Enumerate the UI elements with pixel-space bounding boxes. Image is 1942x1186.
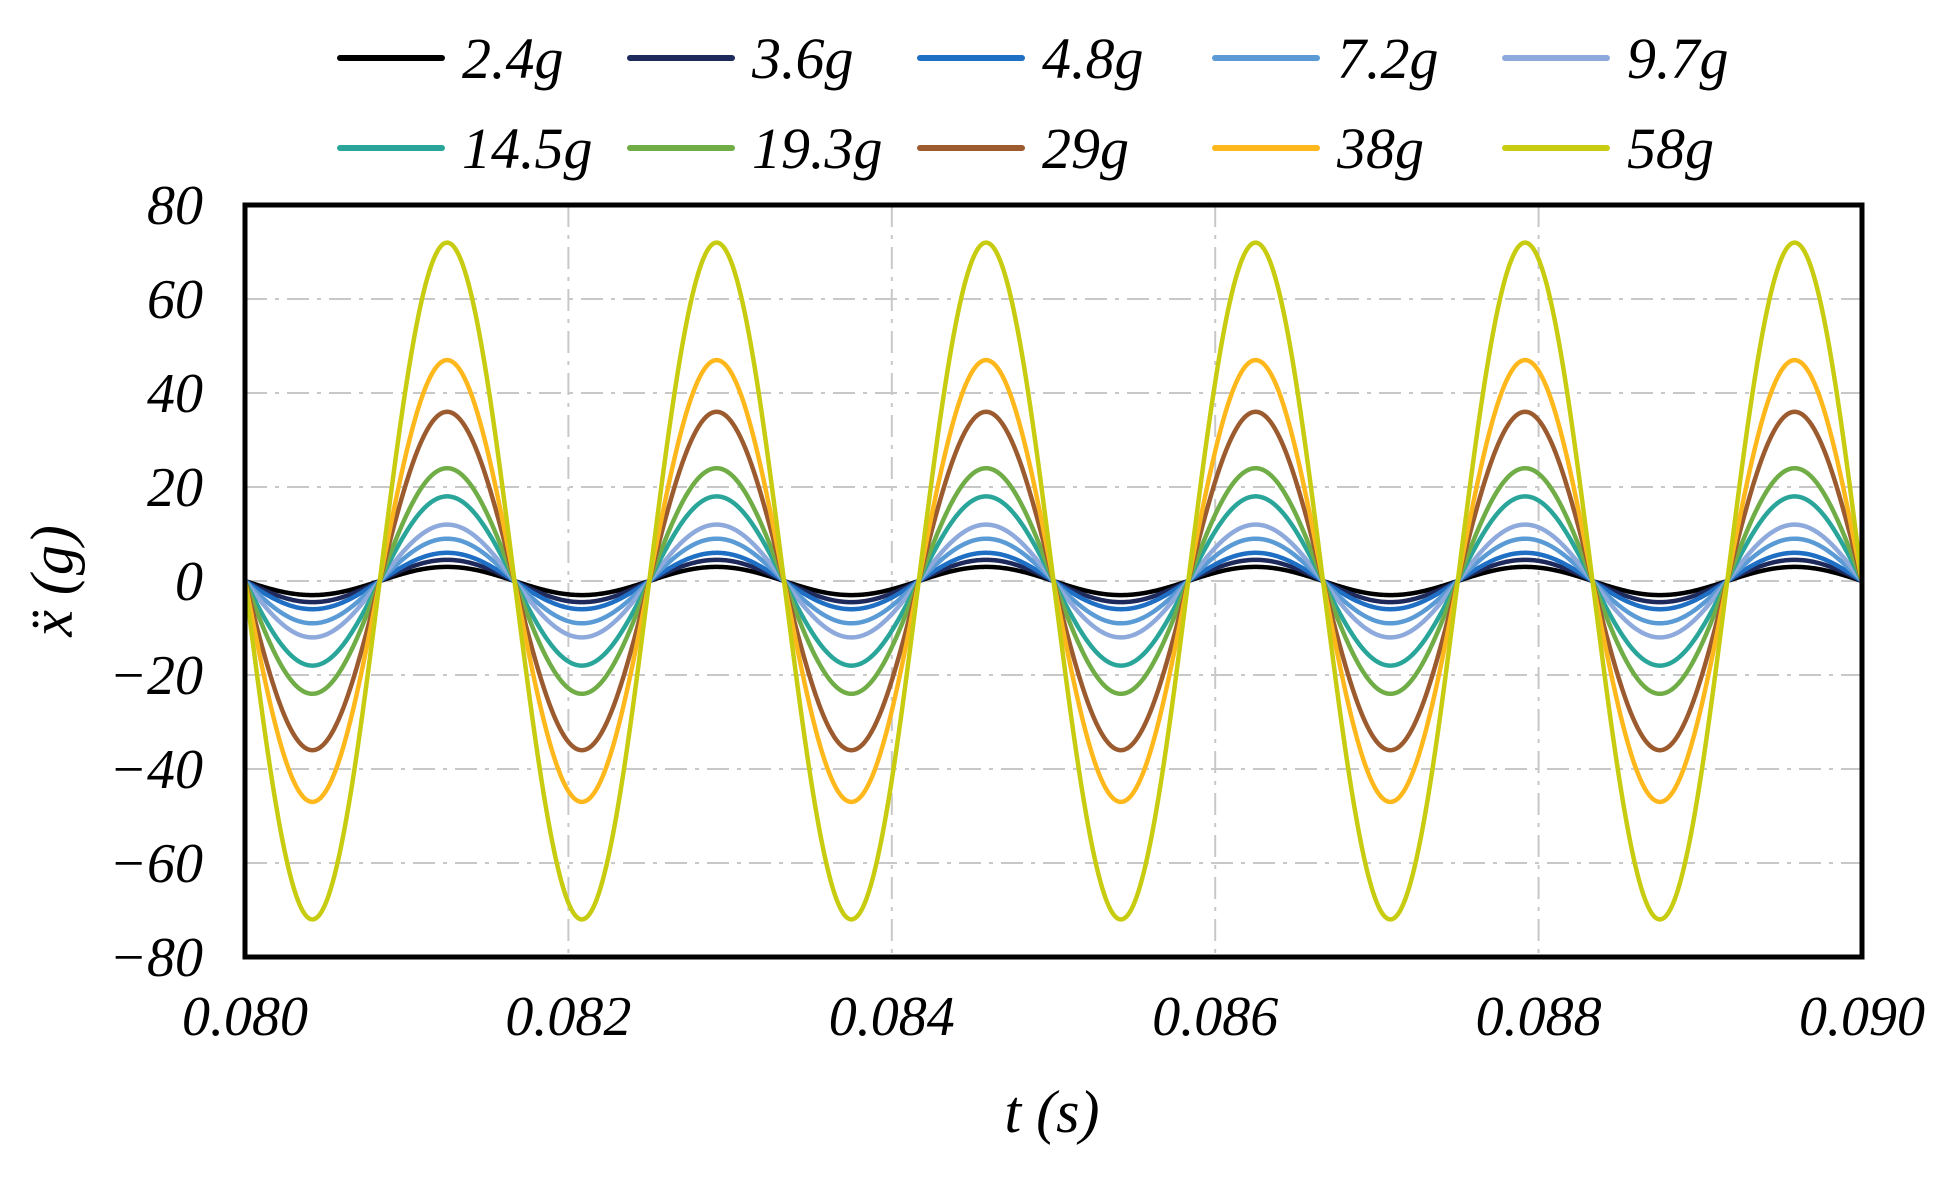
x-tick-label: 0.090 xyxy=(1799,986,1925,1048)
plot-frame xyxy=(242,202,1865,960)
legend: 2.4g 3.6g 4.8g 7.2g 9.7g 14.5g 19.3g 29g 38g 58g xyxy=(337,26,1729,181)
legend-label: 9.7g xyxy=(1627,26,1729,91)
x-tick-label: 0.082 xyxy=(505,986,631,1048)
legend-label: 4.8g xyxy=(1042,26,1144,91)
y-tick-label: −60 xyxy=(109,833,203,895)
y-axis-ticks: 80 60 40 20 0 −20 −40 −60 −80 xyxy=(109,175,203,989)
y-tick-label: 60 xyxy=(147,269,203,331)
y-tick-label: −40 xyxy=(109,739,203,801)
legend-label: 2.4g xyxy=(462,26,564,91)
y-tick-label: 80 xyxy=(147,175,203,237)
legend-label: 19.3g xyxy=(752,116,883,181)
legend-label: 58g xyxy=(1627,116,1714,181)
legend-label: 38g xyxy=(1336,116,1424,181)
legend-label: 7.2g xyxy=(1337,26,1439,91)
y-tick-label: −80 xyxy=(109,927,203,989)
y-tick-label: 0 xyxy=(175,551,203,613)
y-axis-title: ẍ (g) xyxy=(19,525,85,638)
x-axis-title: t (s) xyxy=(1005,1079,1100,1145)
x-tick-label: 0.080 xyxy=(182,986,308,1048)
y-tick-label: −20 xyxy=(109,645,203,707)
series-group xyxy=(242,240,1865,922)
legend-label: 3.6g xyxy=(751,26,854,91)
x-axis-ticks: 0.080 0.082 0.084 0.086 0.088 0.090 xyxy=(182,986,1925,1048)
y-tick-label: 40 xyxy=(147,363,203,425)
y-tick-label: 20 xyxy=(147,457,203,519)
legend-label: 29g xyxy=(1042,116,1129,181)
x-tick-label: 0.084 xyxy=(829,986,955,1048)
x-tick-label: 0.088 xyxy=(1476,986,1602,1048)
series-line-58g xyxy=(242,240,1865,922)
x-tick-label: 0.086 xyxy=(1152,986,1278,1048)
legend-label: 14.5g xyxy=(462,116,593,181)
